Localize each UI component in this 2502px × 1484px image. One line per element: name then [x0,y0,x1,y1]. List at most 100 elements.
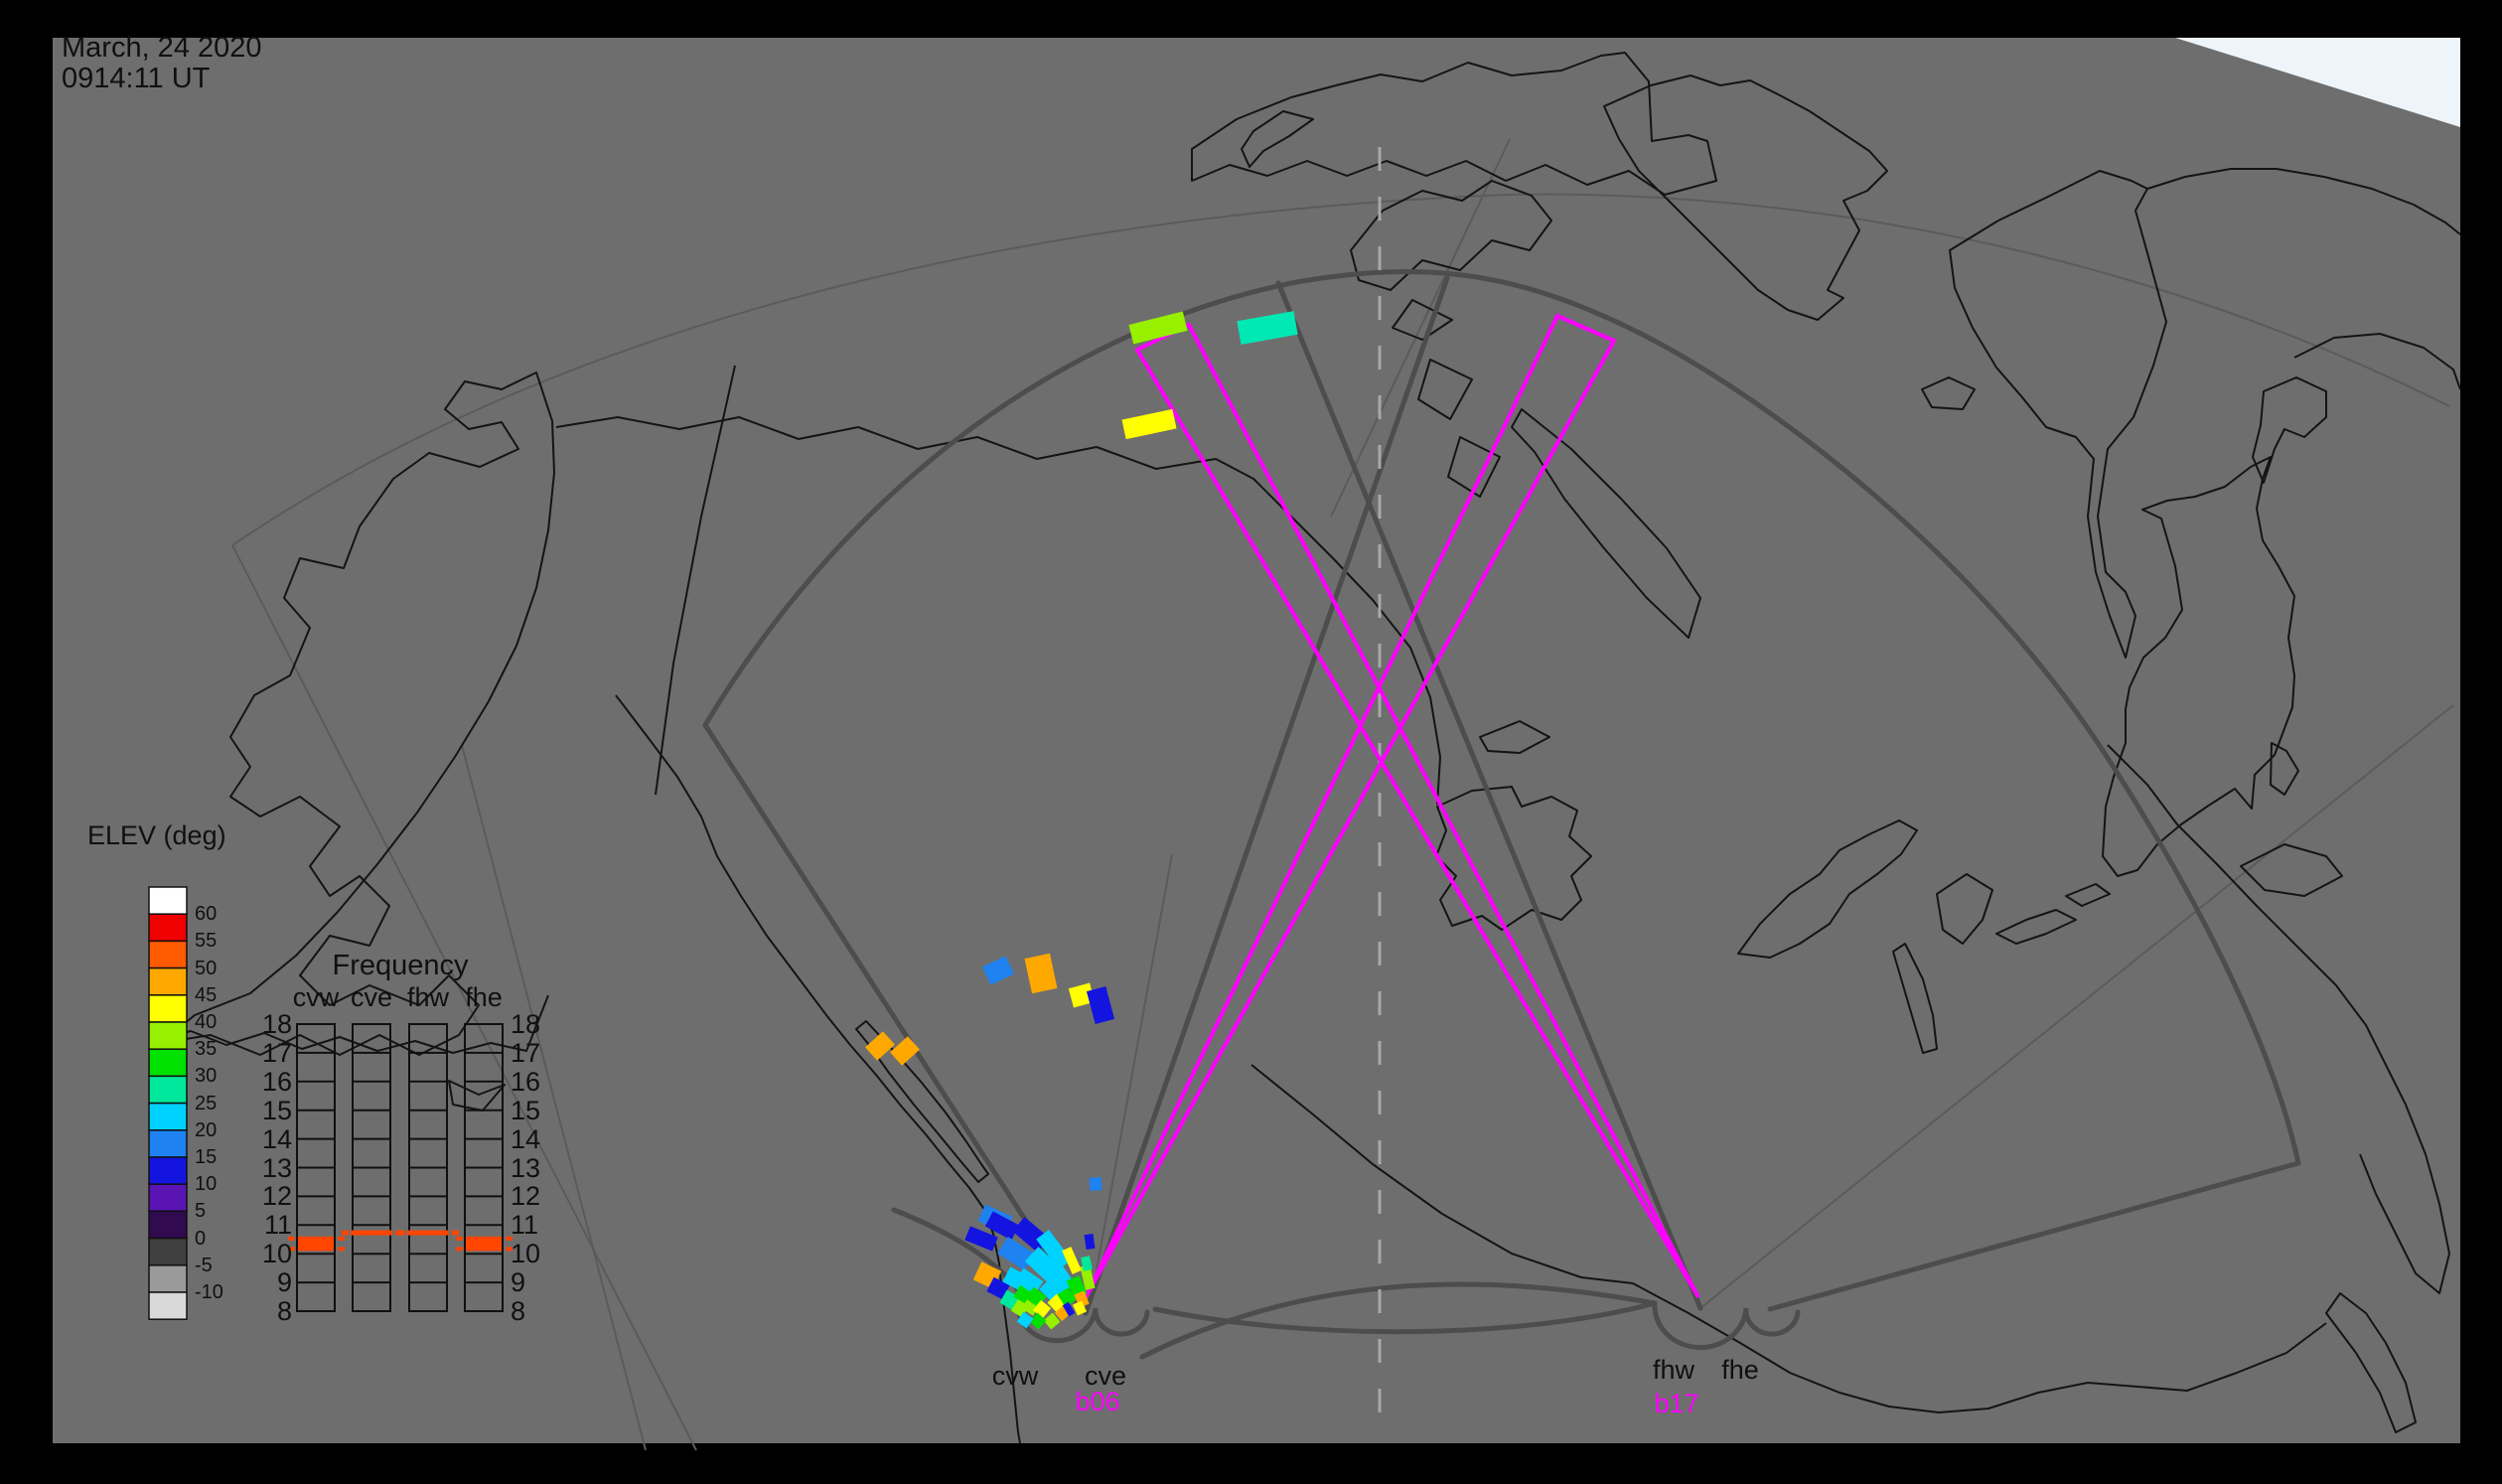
elevation-cell [1128,311,1188,345]
colorbar-segment [148,1075,188,1105]
coastline [1921,376,1976,410]
colorbar-tick: 45 [195,983,218,1006]
colorbar-segment [148,913,188,943]
colorbar-segment [148,1048,188,1078]
coastline [2252,376,2327,484]
beam-traces [1083,313,1700,1300]
colorbar-tick: 20 [195,1118,218,1141]
colorbar-segment [148,1021,188,1050]
beam-label-b06: b06 [1075,1387,1120,1416]
elevation-cell [1014,1267,1044,1295]
elevation-cell [865,1031,895,1061]
coastline [1479,720,1550,754]
freq-tick-right: 12 [511,1181,541,1212]
freq-marker-dash [288,1236,295,1241]
fov-outline [702,269,2301,1166]
elevation-data-cells [865,311,1298,1330]
site-label-fhe: fhe [1721,1355,1759,1385]
freq-marker-dash [506,1247,513,1252]
beam-b06 [1083,313,1617,1300]
elevation-cell [1036,1230,1072,1269]
colorbar-segment [148,1183,188,1213]
elevation-cell [981,956,1015,985]
coastline [1417,359,1473,420]
graticule-line [231,544,697,1451]
colorbar-segment [148,1264,188,1293]
site-label-cvw: cvw [991,1361,1039,1391]
beam-b17 [1134,322,1700,1299]
fov-outline [1275,280,1703,1311]
freq-tick-left: 14 [261,1123,292,1154]
elevation-cell [1016,1311,1034,1329]
coastline [2146,168,2461,235]
coastline [448,1080,506,1112]
colorbar-segment [148,886,188,915]
freq-tick-left: 17 [261,1037,292,1068]
coastline [1995,909,2077,945]
elevation-cell [1057,1287,1077,1307]
freq-tick-right: 10 [511,1239,541,1269]
coastline [2325,1292,2417,1433]
elevation-cell [1072,1300,1088,1316]
coastline [615,694,1021,1444]
coastline [1447,436,1501,498]
coastline [1241,110,1314,168]
graticule-lines [231,138,2454,1451]
elevation-cell [1048,1264,1076,1294]
beam-label-b17: b17 [1654,1389,1699,1418]
colorbar-tick: 35 [195,1038,218,1061]
freq-tick-right: 16 [511,1066,541,1097]
freq-tick-right: 9 [511,1267,526,1298]
freq-tick-left: 16 [261,1066,292,1097]
colorbar-tick: 55 [195,930,218,953]
elevation-cell [1084,1233,1096,1251]
coastline [2293,333,2461,390]
freq-station-cve: cve [350,982,393,1012]
elev-colorbar [148,886,188,1320]
freq-tick-left: 10 [261,1239,292,1269]
coastline [2270,742,2299,796]
coastline [1350,180,1552,291]
freq-marker-dash [338,1247,345,1252]
freq-marker-line [351,1230,392,1236]
coastline [2240,843,2343,897]
elevation-cell [1086,985,1115,1025]
coastlines [154,52,2461,1444]
colorbar-tick: 40 [195,1011,218,1033]
elevation-cell [1121,408,1177,440]
elevation-cell [1068,982,1096,1008]
fov-outline [1139,1281,1658,1360]
elevation-cell [1062,1301,1076,1317]
freq-tick-right: 15 [511,1095,541,1125]
freq-tick-left: 9 [276,1267,292,1298]
coastline [1632,1282,2327,1413]
colorbar-segment [148,940,188,969]
date-label: March, 24 2020 [62,32,262,64]
freq-tick-right: 18 [511,1009,541,1039]
freq-station-cvw: cvw [292,982,340,1012]
colorbar-segment [148,966,188,996]
frequency-panel [288,1023,513,1312]
elevation-cell [1024,953,1058,994]
fov-outline [1015,1298,1150,1344]
elevation-cell [1029,1312,1047,1330]
freq-marker-band [466,1236,502,1252]
coastline [160,371,555,1056]
coastline [2107,744,2450,1294]
freq-marker-dash [342,1230,349,1236]
freq-tick-left: 15 [261,1095,292,1125]
freq-marker-dash [506,1236,513,1241]
coastline [1191,52,1717,196]
freq-marker-dash [456,1247,463,1252]
coastline [1737,819,1918,959]
coastline [1392,299,1453,341]
coastline [655,365,736,796]
elevation-cell [1062,1247,1082,1274]
freq-tick-right: 8 [511,1296,526,1326]
freq-tick-left: 12 [261,1181,292,1212]
elevation-cell [986,1276,1010,1300]
freq-tick-right: 13 [511,1152,541,1183]
freq-marker-dash [456,1236,463,1241]
